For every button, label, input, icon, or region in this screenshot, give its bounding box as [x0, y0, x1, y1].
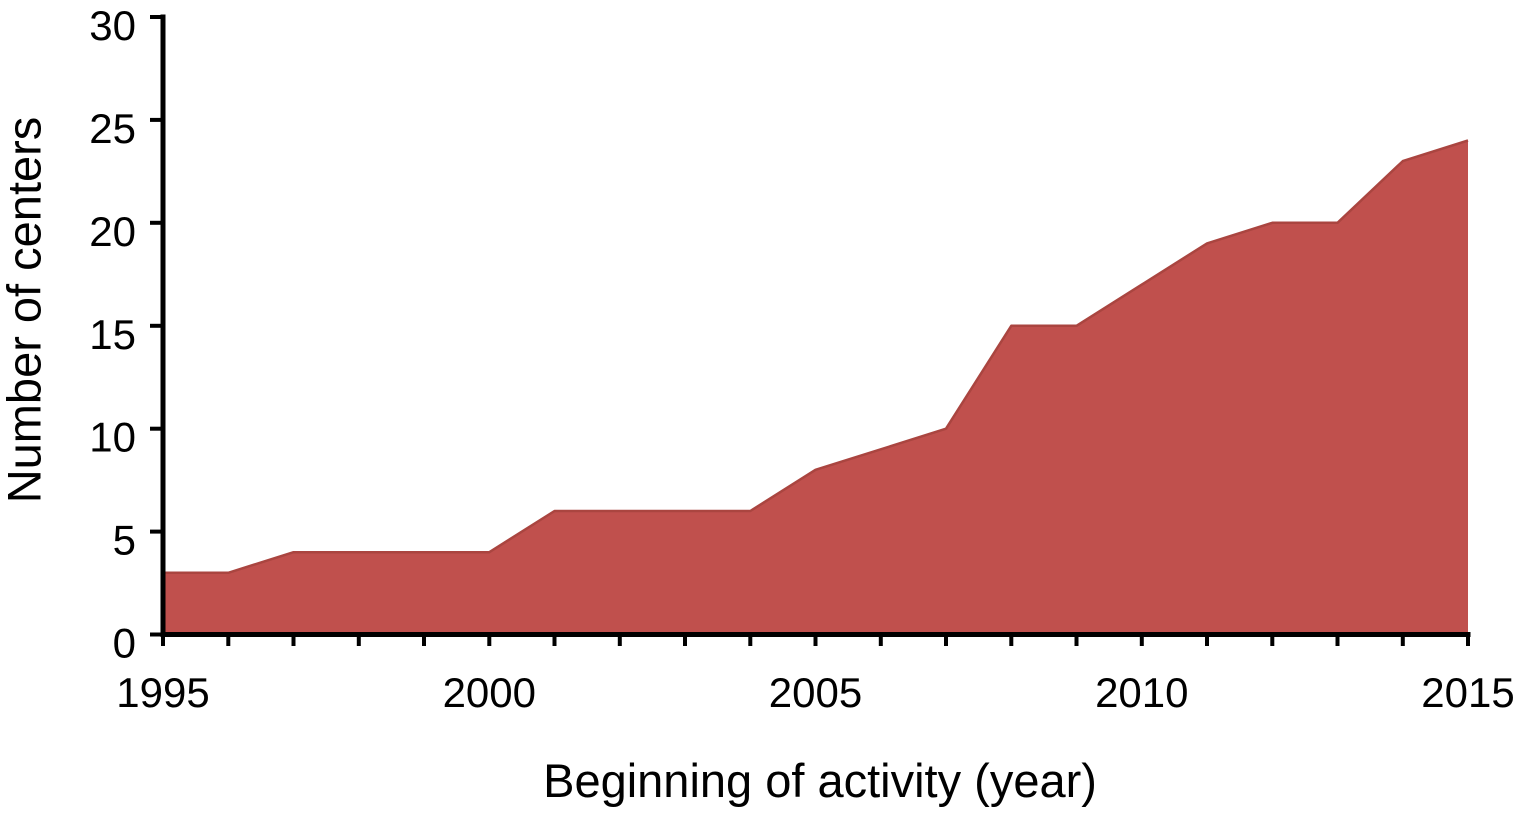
x-tick-label: 1995	[116, 669, 209, 716]
x-tick-label: 2015	[1421, 669, 1514, 716]
x-tick-label: 2010	[1095, 669, 1188, 716]
area-fill	[163, 140, 1468, 635]
area-outline	[163, 139, 1469, 575]
y-tick-label: 0	[113, 620, 136, 667]
y-tick-label: 15	[89, 311, 136, 358]
y-tick-label: 10	[89, 414, 136, 461]
y-tick-label: 30	[89, 2, 136, 49]
y-tick-label: 25	[89, 105, 136, 152]
y-tick-label: 5	[113, 517, 136, 564]
x-tick-label: 2005	[769, 669, 862, 716]
y-axis-title: Number of centers	[0, 116, 51, 504]
x-axis-title: Beginning of activity (year)	[543, 754, 1097, 807]
x-tick-label: 2000	[443, 669, 536, 716]
y-tick-label: 20	[89, 208, 136, 255]
